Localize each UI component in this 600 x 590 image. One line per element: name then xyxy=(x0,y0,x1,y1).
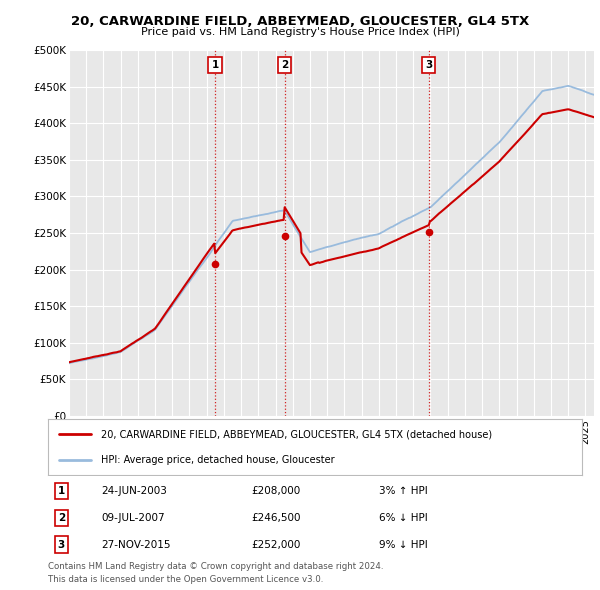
Text: 3: 3 xyxy=(58,539,65,549)
Text: HPI: Average price, detached house, Gloucester: HPI: Average price, detached house, Glou… xyxy=(101,455,335,465)
Text: Contains HM Land Registry data © Crown copyright and database right 2024.: Contains HM Land Registry data © Crown c… xyxy=(48,562,383,571)
Text: 3: 3 xyxy=(425,60,433,70)
Text: 3% ↑ HPI: 3% ↑ HPI xyxy=(379,486,428,496)
Text: 09-JUL-2007: 09-JUL-2007 xyxy=(101,513,165,523)
Text: 24-JUN-2003: 24-JUN-2003 xyxy=(101,486,167,496)
Text: 20, CARWARDINE FIELD, ABBEYMEAD, GLOUCESTER, GL4 5TX: 20, CARWARDINE FIELD, ABBEYMEAD, GLOUCES… xyxy=(71,15,529,28)
Text: 1: 1 xyxy=(211,60,218,70)
Text: £246,500: £246,500 xyxy=(251,513,301,523)
Text: 9% ↓ HPI: 9% ↓ HPI xyxy=(379,539,428,549)
Text: 27-NOV-2015: 27-NOV-2015 xyxy=(101,539,171,549)
Text: 20, CARWARDINE FIELD, ABBEYMEAD, GLOUCESTER, GL4 5TX (detached house): 20, CARWARDINE FIELD, ABBEYMEAD, GLOUCES… xyxy=(101,429,493,439)
Text: 1: 1 xyxy=(58,486,65,496)
Text: £208,000: £208,000 xyxy=(251,486,300,496)
Text: This data is licensed under the Open Government Licence v3.0.: This data is licensed under the Open Gov… xyxy=(48,575,323,584)
Text: £252,000: £252,000 xyxy=(251,539,300,549)
Text: 6% ↓ HPI: 6% ↓ HPI xyxy=(379,513,428,523)
Text: Price paid vs. HM Land Registry's House Price Index (HPI): Price paid vs. HM Land Registry's House … xyxy=(140,27,460,37)
Text: 2: 2 xyxy=(58,513,65,523)
Text: 2: 2 xyxy=(281,60,288,70)
